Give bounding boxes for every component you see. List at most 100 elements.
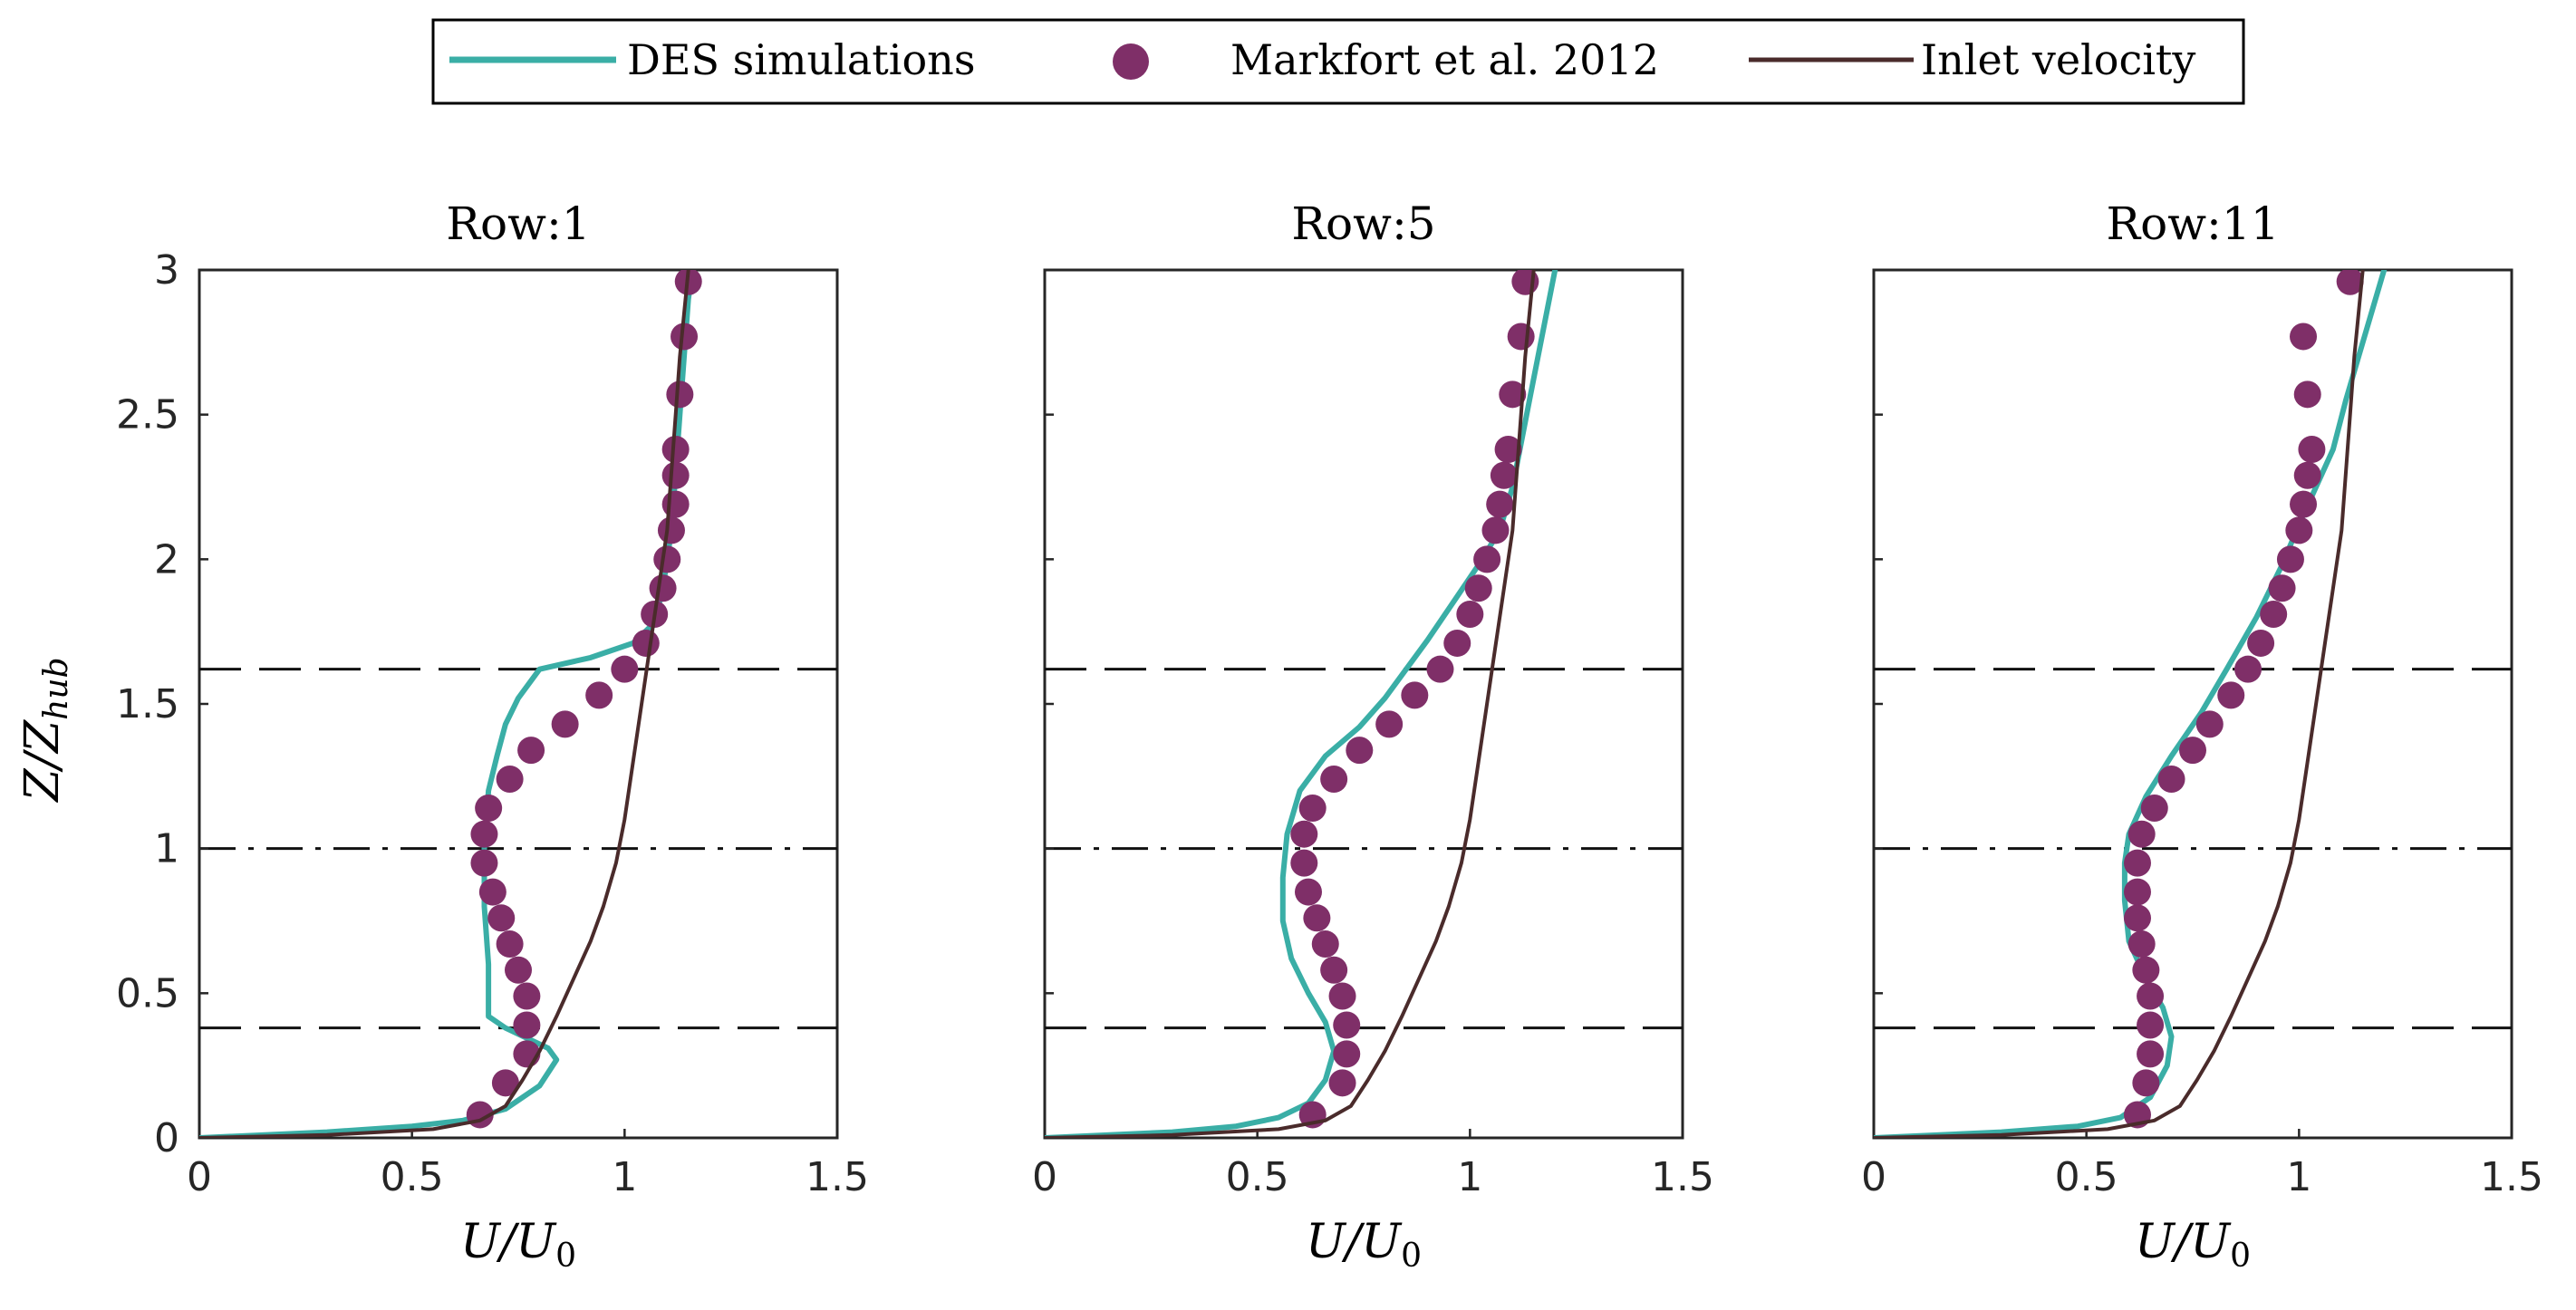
x-axis-label: U/U0 bbox=[2135, 1215, 2251, 1275]
y-tick-label: 3 bbox=[154, 247, 179, 294]
x-tick-label: 1.5 bbox=[1651, 1154, 1714, 1200]
markfort-point bbox=[2260, 601, 2288, 629]
markfort-point bbox=[585, 681, 613, 709]
markfort-point bbox=[1499, 380, 1527, 409]
x-tick-label: 0.5 bbox=[381, 1154, 444, 1200]
markfort-point bbox=[1346, 737, 1374, 765]
y-axis-label-main: Z/Z bbox=[15, 719, 70, 804]
markfort-point bbox=[1303, 904, 1331, 932]
x-axis-label-sub: 0 bbox=[1401, 1238, 1422, 1275]
markfort-point bbox=[1333, 1040, 1361, 1068]
markfort-point bbox=[2234, 655, 2262, 683]
markfort-point bbox=[2217, 681, 2245, 709]
legend-markfort-label: Markfort et al. 2012 bbox=[1230, 35, 1659, 84]
markfort-point bbox=[2290, 323, 2318, 351]
markfort-point bbox=[470, 820, 498, 848]
markfort-point bbox=[517, 737, 545, 765]
y-tick-label: 1 bbox=[154, 826, 179, 872]
markfort-point bbox=[496, 766, 524, 794]
markfort-point bbox=[475, 794, 503, 822]
markfort-point bbox=[2179, 737, 2206, 765]
markfort-point bbox=[1298, 794, 1327, 822]
inlet-velocity-line bbox=[1045, 270, 1536, 1138]
panel-title: Row:5 bbox=[1291, 197, 1435, 250]
x-tick-label: 0.5 bbox=[2055, 1154, 2118, 1200]
markfort-point bbox=[661, 461, 690, 489]
markfort-point bbox=[513, 1011, 541, 1039]
x-tick-label: 1 bbox=[2286, 1154, 2311, 1200]
markfort-point bbox=[671, 323, 699, 351]
markfort-point bbox=[661, 490, 690, 518]
markfort-point bbox=[1401, 681, 1429, 709]
markfort-point bbox=[1486, 490, 1514, 518]
x-tick-label: 1.5 bbox=[806, 1154, 869, 1200]
markfort-point bbox=[653, 545, 681, 573]
plot-frame bbox=[1043, 268, 1684, 1140]
markfort-point bbox=[666, 380, 694, 409]
markfort-point bbox=[1311, 930, 1339, 958]
markfort-point bbox=[1290, 849, 1318, 877]
markfort-point bbox=[2285, 516, 2313, 544]
x-tick-label: 1.5 bbox=[2480, 1154, 2543, 1200]
x-tick-label: 1 bbox=[1457, 1154, 1482, 1200]
y-tick-label: 1.5 bbox=[116, 681, 179, 727]
markfort-point bbox=[2293, 461, 2321, 489]
markfort-point bbox=[1494, 435, 1522, 463]
markfort-point bbox=[1328, 982, 1356, 1010]
panel-data bbox=[199, 270, 702, 1138]
x-axis-label-sub: 0 bbox=[555, 1238, 576, 1275]
markfort-point bbox=[2276, 545, 2304, 573]
markfort-point bbox=[2137, 1040, 2165, 1068]
markfort-point bbox=[470, 849, 498, 877]
markfort-point bbox=[2123, 904, 2151, 932]
markfort-point bbox=[505, 956, 532, 984]
x-tick-label: 1 bbox=[612, 1154, 637, 1200]
x-axis-label-main: U/U bbox=[1306, 1215, 1403, 1269]
plot-frame bbox=[1872, 268, 2513, 1140]
y-tick-label: 0.5 bbox=[116, 970, 179, 1016]
legend-des-label: DES simulations bbox=[627, 35, 975, 84]
x-axis-label-sub: 0 bbox=[2230, 1238, 2251, 1275]
panel-data bbox=[1874, 270, 2388, 1138]
markfort-point bbox=[2290, 490, 2318, 518]
markfort-point bbox=[1481, 516, 1510, 544]
markfort-point bbox=[2336, 270, 2364, 295]
panel-data bbox=[1045, 270, 1558, 1138]
markfort-point bbox=[649, 574, 677, 602]
legend-inlet-label: Inlet velocity bbox=[1921, 35, 2195, 84]
markfort-point bbox=[2137, 1011, 2165, 1039]
markfort-point bbox=[2127, 820, 2156, 848]
markfort-point bbox=[2137, 982, 2165, 1010]
markfort-point bbox=[657, 516, 685, 544]
markfort-point bbox=[661, 435, 690, 463]
markfort-point bbox=[1290, 820, 1318, 848]
markfort-point bbox=[2157, 766, 2185, 794]
markfort-point bbox=[1320, 766, 1348, 794]
x-axis-label-main: U/U bbox=[460, 1215, 557, 1269]
markfort-point bbox=[487, 904, 516, 932]
markfort-point bbox=[551, 710, 579, 738]
markfort-point bbox=[611, 655, 639, 683]
markfort-point bbox=[1456, 601, 1484, 629]
x-tick-label: 0.5 bbox=[1226, 1154, 1289, 1200]
markfort-point bbox=[1443, 629, 1471, 657]
markfort-point bbox=[632, 629, 660, 657]
markfort-point bbox=[2123, 849, 2151, 877]
y-axis-label-sub: hub bbox=[38, 657, 75, 719]
markfort-point bbox=[1507, 323, 1535, 351]
markfort-point bbox=[1464, 574, 1492, 602]
markfort-point bbox=[1294, 878, 1322, 906]
markfort-point bbox=[2268, 574, 2296, 602]
markfort-point bbox=[2132, 956, 2160, 984]
x-tick-label: 0 bbox=[187, 1154, 212, 1200]
x-axis-label: U/U0 bbox=[460, 1215, 576, 1275]
markfort-point bbox=[1328, 1069, 1356, 1097]
x-tick-label: 0 bbox=[1861, 1154, 1886, 1200]
markfort-point bbox=[2127, 930, 2156, 958]
y-axis-label: Z/Zhub bbox=[15, 657, 75, 803]
x-tick-label: 0 bbox=[1032, 1154, 1057, 1200]
markfort-point bbox=[2195, 710, 2224, 738]
